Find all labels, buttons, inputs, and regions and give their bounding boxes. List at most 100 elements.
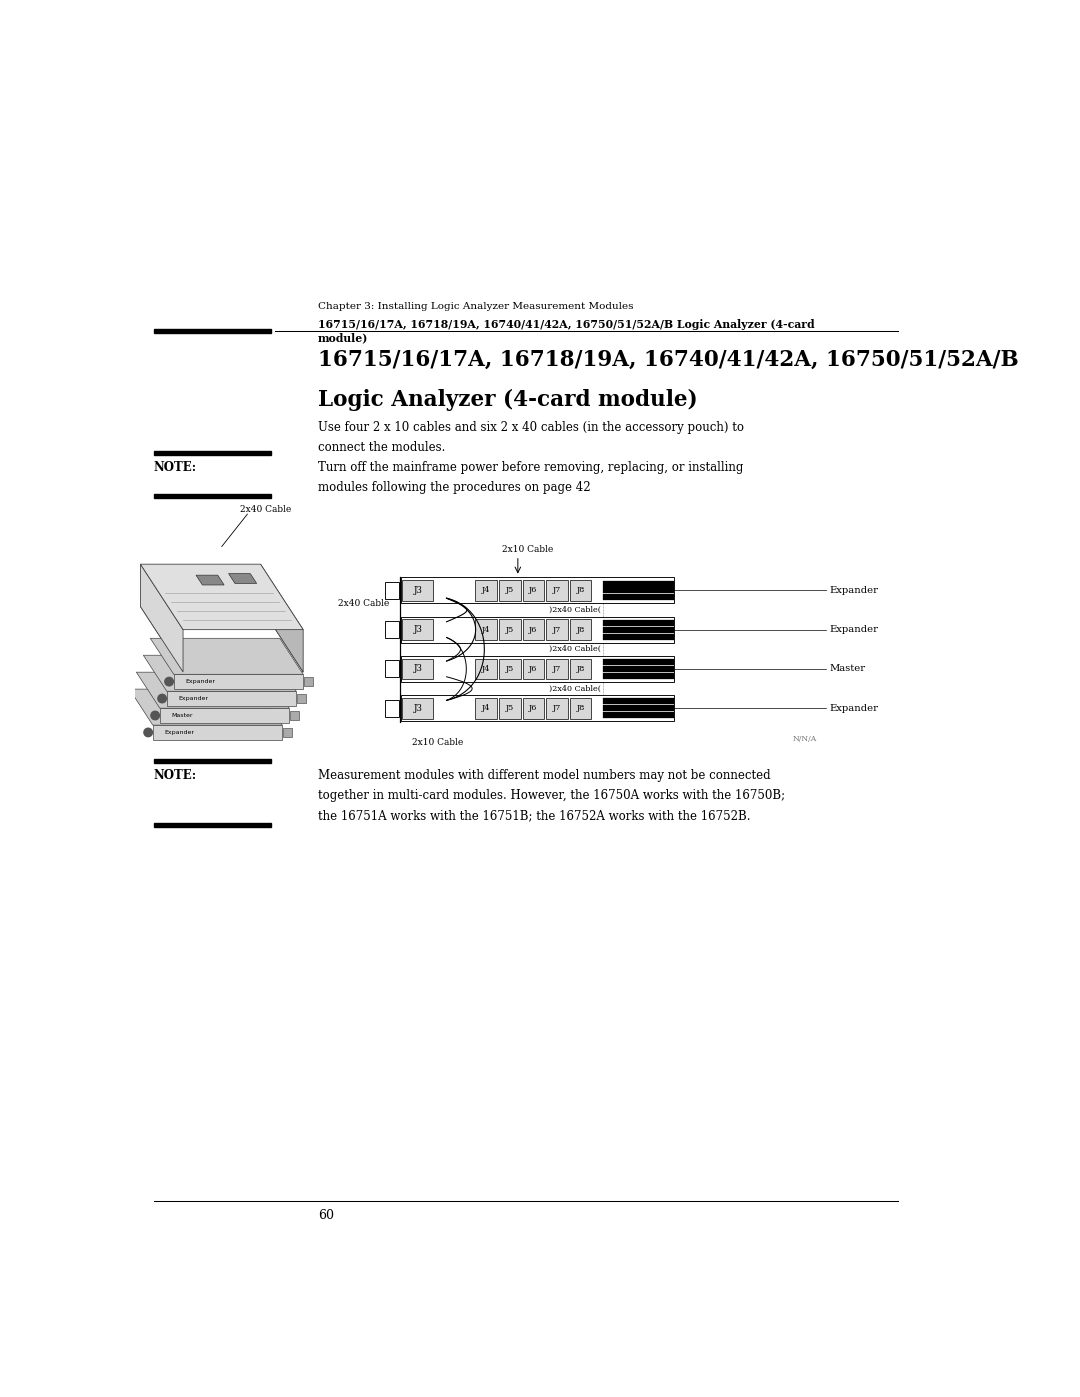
- Polygon shape: [130, 689, 282, 725]
- Text: J6: J6: [529, 665, 538, 673]
- Bar: [403, 580, 433, 601]
- Text: J8: J8: [577, 626, 584, 634]
- Bar: [386, 700, 399, 717]
- Text: J3: J3: [414, 624, 422, 634]
- Bar: [153, 759, 271, 763]
- Bar: [603, 634, 674, 640]
- Bar: [523, 658, 544, 679]
- Text: J8: J8: [577, 665, 584, 673]
- Bar: [570, 619, 592, 640]
- Text: 60: 60: [318, 1208, 334, 1222]
- Bar: [403, 619, 433, 640]
- Bar: [603, 620, 674, 626]
- Text: J4: J4: [482, 626, 490, 634]
- Text: 16715/16/17A, 16718/19A, 16740/41/42A, 16750/51/52A/B: 16715/16/17A, 16718/19A, 16740/41/42A, 1…: [318, 349, 1018, 370]
- Bar: [499, 619, 521, 640]
- Text: J7: J7: [553, 626, 562, 634]
- Text: Expander: Expander: [164, 729, 194, 735]
- Polygon shape: [229, 574, 257, 584]
- Bar: [570, 697, 592, 718]
- Text: Expander: Expander: [186, 679, 215, 683]
- Text: J6: J6: [529, 704, 538, 712]
- Text: J7: J7: [553, 587, 562, 594]
- Bar: [546, 619, 568, 640]
- Bar: [546, 580, 568, 601]
- Bar: [153, 451, 271, 455]
- Text: Use four 2 x 10 cables and six 2 x 40 cables (in the accessory pouch) to: Use four 2 x 10 cables and six 2 x 40 ca…: [318, 420, 744, 434]
- Bar: [297, 694, 307, 703]
- Polygon shape: [153, 725, 282, 740]
- Polygon shape: [197, 576, 225, 585]
- Text: 2x40 Cable: 2x40 Cable: [240, 506, 291, 514]
- Circle shape: [151, 711, 160, 719]
- Text: J6: J6: [529, 587, 538, 594]
- Bar: [401, 696, 674, 721]
- Text: Chapter 3: Installing Logic Analyzer Measurement Modules: Chapter 3: Installing Logic Analyzer Mea…: [318, 302, 633, 312]
- Bar: [570, 658, 592, 679]
- Text: Turn off the mainframe power before removing, replacing, or installing: Turn off the mainframe power before remo…: [318, 461, 743, 474]
- Text: J8: J8: [577, 587, 584, 594]
- Bar: [603, 666, 674, 672]
- Bar: [603, 627, 674, 633]
- Text: NOTE:: NOTE:: [153, 768, 197, 782]
- Bar: [386, 583, 399, 599]
- Text: modules following the procedures on page 42: modules following the procedures on page…: [318, 481, 591, 495]
- Text: J5: J5: [505, 704, 514, 712]
- Text: N/N/A: N/N/A: [793, 735, 816, 743]
- Text: 2x40 Cable: 2x40 Cable: [338, 599, 389, 608]
- Text: J5: J5: [505, 665, 514, 673]
- Polygon shape: [166, 692, 296, 705]
- Bar: [603, 659, 674, 665]
- Bar: [546, 658, 568, 679]
- Text: )2x40 Cable(: )2x40 Cable(: [550, 606, 602, 615]
- Bar: [475, 580, 497, 601]
- Text: )2x40 Cable(: )2x40 Cable(: [550, 685, 602, 693]
- Bar: [603, 673, 674, 679]
- Polygon shape: [140, 564, 183, 672]
- Bar: [303, 678, 313, 686]
- Text: 2x10 Cable: 2x10 Cable: [502, 545, 554, 555]
- Text: J4: J4: [482, 587, 490, 594]
- Text: J7: J7: [553, 704, 562, 712]
- Bar: [603, 712, 674, 718]
- Text: )2x40 Cable(: )2x40 Cable(: [550, 645, 602, 654]
- Bar: [283, 728, 293, 736]
- Text: the 16751A works with the 16751B; the 16752A works with the 16752B.: the 16751A works with the 16751B; the 16…: [318, 809, 751, 821]
- Bar: [386, 622, 399, 638]
- Bar: [475, 619, 497, 640]
- Bar: [403, 697, 433, 718]
- Polygon shape: [144, 655, 296, 692]
- Text: 16715/16/17A, 16718/19A, 16740/41/42A, 16750/51/52A/B Logic Analyzer (4-card
mod: 16715/16/17A, 16718/19A, 16740/41/42A, 1…: [318, 320, 814, 344]
- Text: Expander: Expander: [178, 696, 208, 701]
- Bar: [603, 588, 674, 594]
- Bar: [475, 658, 497, 679]
- Text: Master: Master: [829, 665, 865, 673]
- Text: Expander: Expander: [829, 585, 878, 595]
- Polygon shape: [150, 638, 303, 675]
- Bar: [291, 711, 299, 719]
- Text: J5: J5: [505, 626, 514, 634]
- Text: Expander: Expander: [829, 624, 878, 634]
- Polygon shape: [136, 672, 289, 708]
- Text: together in multi-card modules. However, the 16750A works with the 16750B;: together in multi-card modules. However,…: [318, 789, 785, 802]
- Bar: [401, 616, 674, 643]
- Bar: [603, 594, 674, 601]
- Text: Measurement modules with different model numbers may not be connected: Measurement modules with different model…: [318, 768, 770, 782]
- Text: 2x10 Cable: 2x10 Cable: [413, 738, 463, 747]
- Bar: [499, 697, 521, 718]
- Bar: [153, 495, 271, 497]
- Text: J4: J4: [482, 665, 490, 673]
- Bar: [603, 698, 674, 704]
- Circle shape: [144, 728, 152, 736]
- Bar: [403, 658, 433, 679]
- Bar: [499, 658, 521, 679]
- Text: connect the modules.: connect the modules.: [318, 441, 445, 454]
- Bar: [603, 581, 674, 587]
- Bar: [570, 580, 592, 601]
- Bar: [523, 697, 544, 718]
- Bar: [546, 697, 568, 718]
- Bar: [603, 705, 674, 711]
- Bar: [386, 661, 399, 678]
- Text: J5: J5: [505, 587, 514, 594]
- Text: J8: J8: [577, 704, 584, 712]
